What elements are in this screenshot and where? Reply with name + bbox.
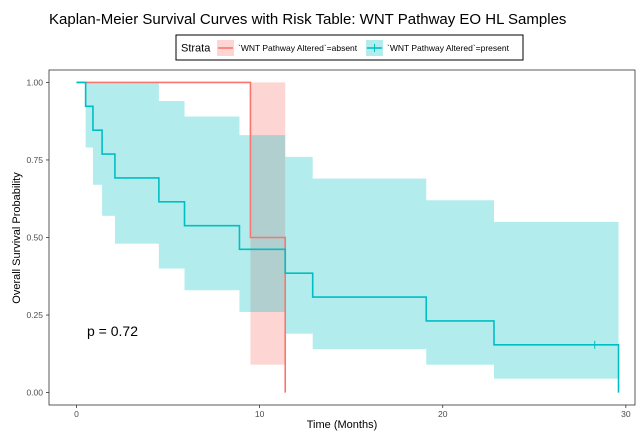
ci-band-segment xyxy=(92,82,103,185)
ci-band-segment xyxy=(239,135,286,312)
survival-curve-present xyxy=(76,81,620,393)
y-axis: 0.00 0.25 0.50 0.75 1.00 xyxy=(26,77,49,398)
legend-box xyxy=(175,34,524,61)
legend-label: `WNT Pathway Altered`=absent xyxy=(238,43,358,53)
x-tick-label: 30 xyxy=(621,409,631,419)
y-tick-label: 1.00 xyxy=(26,77,43,87)
x-tick-label: 0 xyxy=(74,409,79,419)
legend-title: Strata xyxy=(181,43,211,55)
x-axis: 0 10 20 30 xyxy=(74,405,631,419)
y-tick-label: 0.00 xyxy=(26,388,43,398)
plot-panel xyxy=(48,69,636,406)
plot-area xyxy=(48,69,636,406)
ci-band-segment xyxy=(114,82,159,244)
legend-item-present: `WNT Pathway Altered`=present xyxy=(366,40,510,56)
legend-items: `WNT Pathway Altered`=absent `WNT Pathway… xyxy=(217,40,510,56)
y-axis-label: Overall Survival Probability xyxy=(11,172,23,304)
y-tick-label: 0.50 xyxy=(26,233,43,243)
legend-item-absent: `WNT Pathway Altered`=absent xyxy=(217,40,358,56)
ci-band-segment xyxy=(158,101,185,269)
ci-band-segment xyxy=(312,178,427,350)
x-tick-label: 20 xyxy=(438,409,448,419)
ci-band-segment xyxy=(85,82,93,148)
survival-curves xyxy=(76,81,620,393)
ci-band-segment xyxy=(102,82,115,216)
confidence-bands xyxy=(85,82,619,379)
chart-title: Kaplan-Meier Survival Curves with Risk T… xyxy=(49,11,566,28)
ci-band-segment xyxy=(285,156,313,334)
p-value-annotation: p = 0.72 xyxy=(87,323,138,339)
ci-band-segment xyxy=(184,116,240,291)
survival-curve-absent xyxy=(76,81,287,393)
ci-band-segment xyxy=(250,82,286,365)
x-axis-label: Time (Months) xyxy=(307,419,378,431)
y-tick-label: 0.75 xyxy=(26,155,43,165)
x-tick-label: 10 xyxy=(255,409,265,419)
legend: Strata `WNT Pathway Altered`=absent `WNT … xyxy=(175,34,524,61)
y-tick-label: 0.25 xyxy=(26,310,43,320)
legend-label: `WNT Pathway Altered`=present xyxy=(387,43,510,53)
ci-band-segment xyxy=(493,221,619,379)
ci-band-segment xyxy=(426,200,494,365)
